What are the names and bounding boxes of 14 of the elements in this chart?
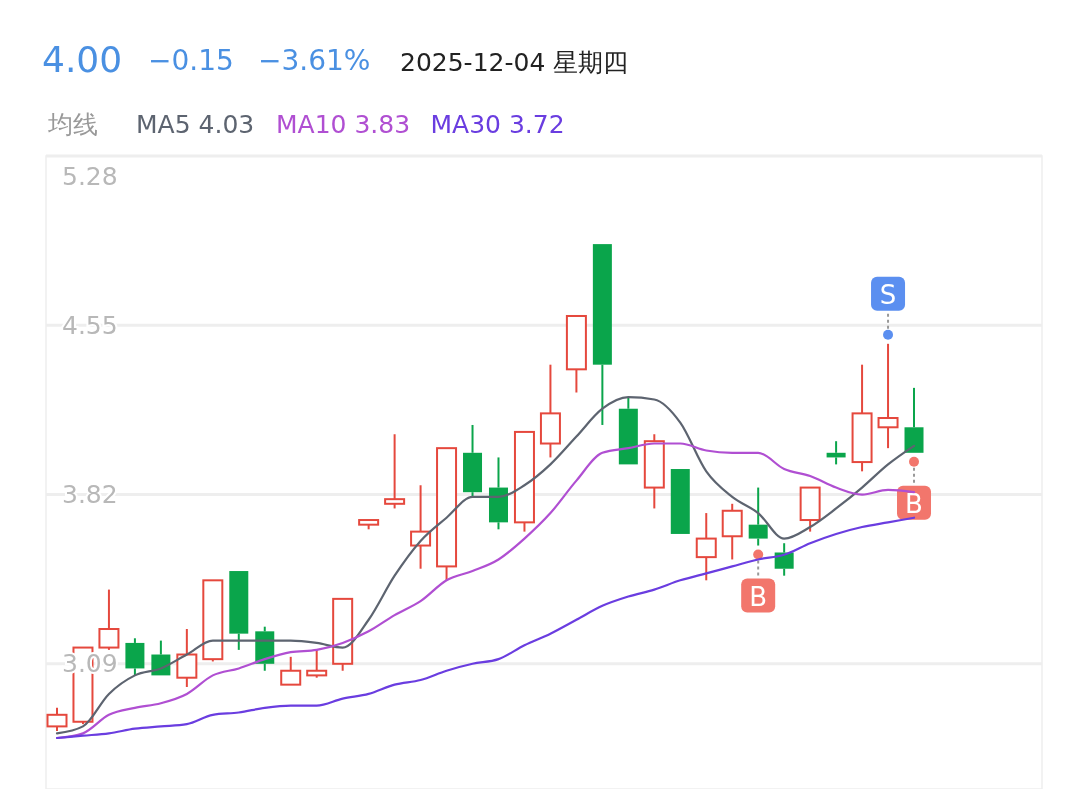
- text: 4.00: [42, 39, 123, 80]
- text: −3.61%: [258, 44, 371, 77]
- legend-title: 均线: [47, 110, 98, 139]
- text: MA10 3.83: [276, 110, 411, 139]
- text: −0.15: [148, 44, 234, 77]
- annotation: B: [905, 488, 923, 519]
- text: MA30 3.72: [430, 110, 565, 139]
- y-tick-label: 5.28: [62, 161, 118, 191]
- chart-title: 2025-12-04 星期四: [400, 48, 629, 77]
- annotation: B: [749, 581, 768, 612]
- y-tick-label: 3.82: [62, 480, 118, 510]
- y-tick-label: 4.55: [62, 310, 118, 340]
- text: MA5 4.03: [136, 110, 255, 139]
- annotation: S: [879, 279, 897, 310]
